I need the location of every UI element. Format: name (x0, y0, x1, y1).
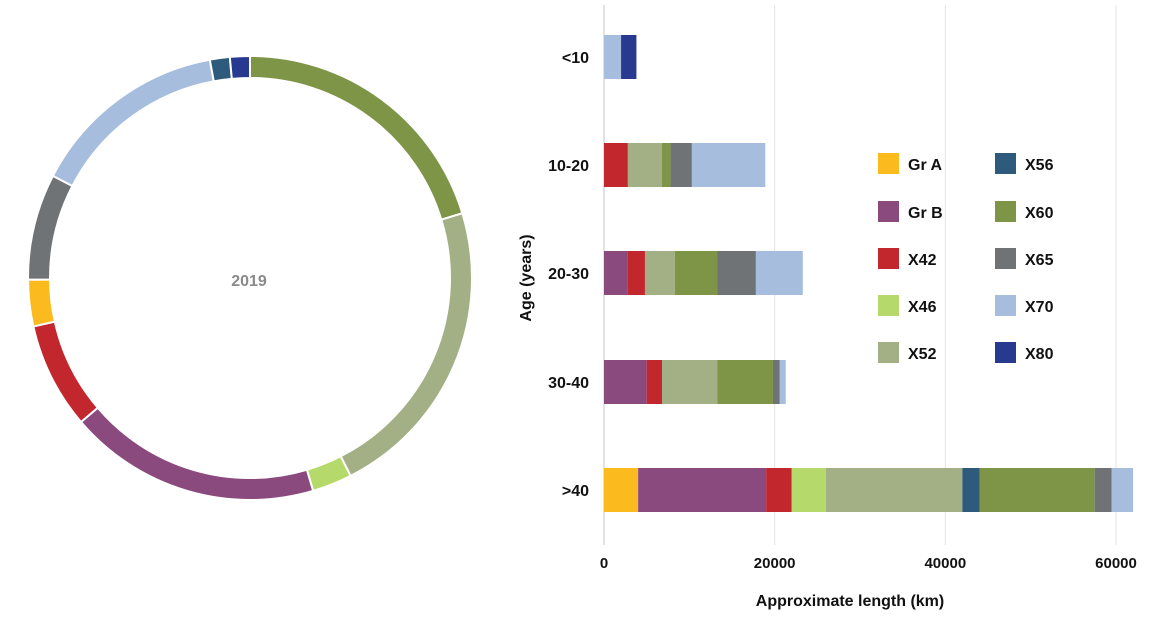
legend-label: X70 (1025, 299, 1054, 316)
donut-slice-x60 (249, 54, 464, 221)
bar-segment-x42 (627, 251, 645, 295)
bar-segment-gr-a (604, 468, 639, 512)
legend-label: X56 (1025, 157, 1054, 174)
y-tick-label: 30-40 (548, 375, 589, 392)
bar-segment-x42 (646, 360, 663, 404)
legend-swatch (878, 201, 899, 222)
legend-swatch (878, 342, 899, 363)
donut-slice-gr-a (26, 278, 57, 328)
donut-slice-x65 (27, 174, 74, 281)
legend-swatch (878, 248, 899, 269)
legend-label: X60 (1025, 205, 1054, 222)
legend-swatch (995, 248, 1016, 269)
bar-segment-x52 (627, 143, 663, 187)
bar-segment-x70 (1111, 468, 1134, 512)
y-tick-label: 10-20 (548, 158, 589, 175)
y-tick-label: <10 (562, 50, 589, 67)
bar-segment-x60 (717, 360, 773, 404)
donut-slice-x56 (208, 55, 233, 83)
bar-segment-x80 (621, 35, 637, 79)
legend-swatch (995, 342, 1016, 363)
legend-swatch (995, 201, 1016, 222)
legend-label: Gr B (908, 205, 943, 222)
donut-slice-x42 (32, 320, 100, 424)
x-tick-label: 0 (600, 555, 608, 572)
bar-segment-x65 (772, 360, 780, 404)
bar-segment-x60 (979, 468, 1095, 512)
legend-swatch (878, 295, 899, 316)
bar-segment-x52 (662, 360, 718, 404)
bar-segment-x52 (825, 468, 963, 512)
x-tick-label: 40000 (924, 555, 966, 572)
bar-segment-x70 (691, 143, 766, 187)
legend-label: X46 (908, 299, 937, 316)
donut-slice-gr-b (79, 406, 315, 501)
bar-segment-x60 (662, 143, 671, 187)
bar-segment-x70 (755, 251, 803, 295)
y-axis-label: Age (years) (518, 234, 535, 321)
bar-segment-x46 (791, 468, 826, 512)
bar-segment-x65 (1094, 468, 1112, 512)
y-tick-label: >40 (562, 483, 589, 500)
x-tick-label: 60000 (1095, 555, 1137, 572)
legend-swatch (878, 153, 899, 174)
donut-slice-x70 (51, 58, 215, 188)
bar-segment-gr-b (638, 468, 767, 512)
bar-segment-gr-b (604, 251, 628, 295)
bar-segment-x70 (604, 35, 622, 79)
bar-segment-x56 (962, 468, 980, 512)
legend-label: Gr A (908, 157, 943, 174)
bar-segment-x42 (766, 468, 792, 512)
donut-slice-x46 (305, 454, 352, 493)
donut-chart (26, 54, 473, 501)
bar-segment-x65 (670, 143, 692, 187)
y-tick-label: 20-30 (548, 266, 589, 283)
donut-slice-x80 (228, 54, 251, 80)
x-tick-label: 20000 (754, 555, 796, 572)
legend-label: X42 (908, 252, 937, 269)
bar-segment-x60 (674, 251, 718, 295)
legend-swatch (995, 153, 1016, 174)
legend-swatch (995, 295, 1016, 316)
donut-center-label: 2019 (231, 273, 267, 290)
legend-label: X65 (1025, 252, 1054, 269)
legend: Gr A X56 Gr B X60 X42 X65 X46 X70 X52 X80 (878, 153, 1054, 363)
bar-segment-x65 (717, 251, 756, 295)
stacked-bar-chart: 0 20000 40000 60000 <10 10-20 20-30 30-40 >40 (548, 5, 1137, 572)
bar-segment-x70 (779, 360, 786, 404)
bar-segment-x52 (644, 251, 675, 295)
legend-label: X80 (1025, 346, 1054, 363)
bar-segment-gr-b (604, 360, 647, 404)
bar-segment-x42 (604, 143, 628, 187)
legend-label: X52 (908, 346, 937, 363)
x-axis-label: Approximate length (km) (756, 593, 944, 610)
donut-slice-x52 (339, 212, 473, 478)
